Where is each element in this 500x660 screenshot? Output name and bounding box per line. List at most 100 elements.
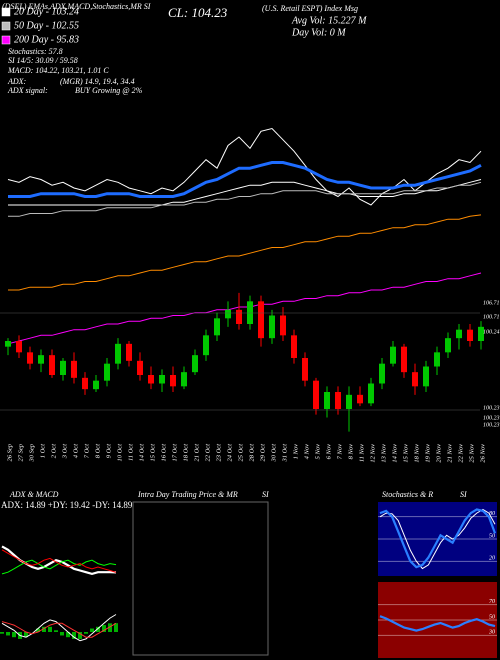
candle-body (456, 329, 462, 339)
x-tick-label: 11 Nov (358, 444, 365, 462)
candle-body (346, 394, 352, 409)
annotation: BUY Growing @ 2% (75, 86, 143, 95)
x-tick-label: 25 Nov (468, 444, 475, 463)
x-tick-label: 7 Nov (336, 444, 343, 459)
panel-title: SI (262, 490, 269, 499)
x-tick-label: 19 Nov (424, 444, 431, 463)
candle-body (467, 329, 473, 341)
histogram-bar (108, 623, 112, 632)
annotation: ADX: (7, 77, 27, 86)
ma-line (8, 214, 482, 291)
annotation: (DSEL) EMAs,ADX,MACD,Stochastics,MR SI (2, 2, 151, 11)
histogram-bar (90, 628, 94, 632)
x-tick-label: 8 Oct (94, 444, 101, 458)
ma-line (7, 127, 482, 206)
x-tick-label: 7 Oct (83, 444, 90, 458)
x-tick-label: 15 Oct (149, 444, 156, 462)
x-tick-label: 12 Nov (369, 444, 376, 463)
indicator-line (379, 508, 497, 569)
histogram-bar (54, 630, 58, 632)
x-tick-label: 17 Oct (171, 444, 178, 462)
x-tick-label: 26 Nov (479, 444, 486, 463)
legend-swatch (1, 35, 11, 45)
candle-body (423, 366, 429, 387)
candle-body (126, 343, 132, 361)
candle-body (38, 355, 44, 364)
x-tick-label: 23 Oct (215, 444, 222, 462)
y-tick-label: 50 (489, 533, 495, 539)
annotation: Avg Vol: 15.227 M (291, 15, 367, 26)
indicator-line (379, 508, 496, 570)
x-tick-label: 11 Oct (127, 444, 134, 461)
x-tick-label: 1 Nov (292, 444, 299, 459)
x-tick-label: 31 Oct (281, 444, 288, 463)
candle-body (192, 355, 198, 373)
candle-body (280, 315, 286, 336)
annotation: MACD: 104.22, 103.21, 1.01 C (7, 66, 109, 75)
x-tick-label: 10 Oct (116, 444, 123, 462)
x-tick-label: 4 Nov (303, 444, 310, 459)
x-tick-label: 24 Oct (226, 444, 233, 462)
x-tick-label: 21 Nov (446, 444, 453, 463)
indicator-line (379, 615, 496, 632)
candle-body (170, 375, 176, 387)
candle-body (390, 346, 396, 364)
histogram-bar (48, 626, 52, 632)
candle-body (269, 315, 275, 339)
histogram-bar (66, 632, 70, 638)
x-tick-label: 6 Nov (325, 444, 332, 459)
histogram-bar (96, 626, 100, 632)
annotation: CL: 104.23 (168, 5, 228, 20)
x-tick-label: 25 Oct (237, 444, 244, 462)
y-tick-label: 80 (489, 511, 495, 517)
candle-body (115, 343, 121, 364)
x-tick-label: 28 Oct (248, 444, 255, 462)
x-tick-label: 18 Nov (413, 444, 420, 463)
x-tick-label: 18 Oct (182, 444, 189, 462)
x-tick-label: 29 Oct (259, 444, 266, 462)
legend-entry: 20 Day - 103.24 (14, 6, 79, 17)
y-tick-label: 20 (489, 556, 495, 562)
annotation: Day Vol: 0 M (291, 27, 346, 38)
histogram-bar (42, 626, 46, 632)
candle-body (225, 309, 231, 319)
legend-entry: 50 Day - 102.55 (14, 20, 79, 31)
indicator-line (1, 549, 117, 573)
histogram-bar (0, 632, 4, 634)
annotation: (U.S. Retail ESPT) Index Msg (262, 4, 358, 13)
legend-swatch (1, 21, 11, 31)
histogram-bar (84, 632, 88, 634)
ma-line (8, 179, 482, 206)
candle-body (49, 355, 55, 375)
x-tick-label: 8 Nov (347, 444, 354, 459)
price-label: 100.23 (483, 422, 500, 428)
candle-body (478, 326, 484, 341)
x-tick-label: 14 Oct (138, 444, 145, 462)
histogram-bar (6, 632, 10, 636)
indicator-line (1, 614, 117, 642)
histogram-bar (12, 632, 16, 638)
histogram-bar (60, 632, 64, 636)
histogram-bar (72, 632, 76, 639)
candle-body (368, 383, 374, 404)
x-tick-label: 16 Oct (160, 444, 167, 462)
x-tick-label: 30 Oct (270, 444, 277, 463)
candle-body (302, 358, 308, 381)
legend-swatch (1, 7, 11, 17)
candle-body (71, 360, 77, 378)
x-tick-label: 26 Sep (6, 443, 13, 461)
candle-body (148, 375, 154, 384)
panel-title: SI (460, 490, 467, 499)
x-tick-label: 20 Nov (435, 444, 442, 463)
candle-body (16, 341, 22, 353)
candle-body (335, 392, 341, 409)
y-tick-label: 50 (489, 614, 495, 620)
x-tick-label: 22 Nov (457, 444, 464, 463)
candle-body (236, 309, 242, 324)
candle-body (214, 318, 220, 336)
annotation: SI 14/5: 30.09 / 59.58 (8, 56, 78, 65)
x-tick-label: 13 Nov (380, 444, 387, 463)
annotation: Stochastics: 57.8 (8, 47, 63, 56)
price-label: 100.23 (483, 415, 500, 421)
